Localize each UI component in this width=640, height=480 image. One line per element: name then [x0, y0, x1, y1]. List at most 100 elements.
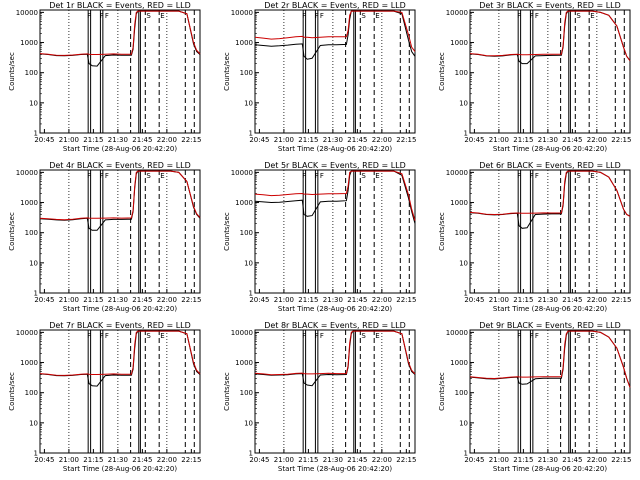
lld-series-line: [469, 10, 631, 61]
plot-frame: [39, 329, 201, 454]
event-letter: F: [105, 332, 109, 340]
event-letter: F: [530, 332, 534, 340]
lld-series-line: [39, 330, 201, 376]
lld-series-line: [39, 170, 201, 221]
y-axis-label: Counts/sec: [8, 372, 16, 411]
x-tick-label: 21:30: [323, 296, 343, 304]
x-tick-label: 21:30: [108, 456, 128, 464]
lld-series-line: [254, 170, 416, 221]
event-letter: F: [517, 12, 521, 20]
y-tick-label: 100: [455, 69, 468, 77]
event-letter: F: [535, 172, 539, 180]
event-letter: F: [302, 172, 306, 180]
lld-series-line: [469, 170, 631, 217]
lld-series-line: [39, 10, 201, 56]
y-tick-label: 10: [244, 99, 253, 107]
x-axis-label: Start Time (28-Aug-06 20:42:20): [63, 145, 177, 153]
y-tick-label: 1: [464, 290, 468, 298]
x-tick-label: 21:45: [562, 136, 582, 144]
y-tick-label: 10: [29, 99, 38, 107]
x-tick-label: 22:00: [157, 296, 177, 304]
y-tick-label: 100: [455, 389, 468, 397]
x-tick-label: 20:45: [249, 136, 269, 144]
x-tick-label: 22:15: [181, 136, 201, 144]
x-axis-label: Start Time (28-Aug-06 20:42:20): [63, 305, 177, 313]
event-letter: F: [100, 332, 104, 340]
panel-title: Det 1r BLACK = Events, RED = LLD: [49, 1, 191, 10]
y-tick-label: 10: [459, 259, 468, 267]
y-tick-label: 10: [459, 419, 468, 427]
event-letter: E: [160, 332, 164, 340]
x-axis-label: Start Time (28-Aug-06 20:42:20): [63, 465, 177, 473]
y-axis-label: Counts/sec: [438, 52, 446, 91]
x-tick-label: 20:45: [249, 456, 269, 464]
x-tick-label: 22:00: [587, 456, 607, 464]
y-axis-label: Counts/sec: [223, 372, 231, 411]
y-tick-label: 1: [34, 290, 38, 298]
x-tick-label: 21:30: [108, 136, 128, 144]
y-axis-label: Counts/sec: [8, 52, 16, 91]
x-tick-label: 21:30: [538, 296, 558, 304]
y-tick-label: 10000: [231, 9, 253, 17]
x-tick-label: 21:45: [132, 456, 152, 464]
event-letter: S: [576, 172, 581, 180]
x-tick-label: 21:15: [298, 456, 318, 464]
event-letter: F: [517, 332, 521, 340]
x-tick-label: 20:45: [249, 296, 269, 304]
y-tick-label: 100: [25, 389, 38, 397]
event-letter: S: [576, 332, 581, 340]
y-axis-label: Counts/sec: [223, 212, 231, 251]
x-axis-label: Start Time (28-Aug-06 20:42:20): [493, 145, 607, 153]
x-tick-label: 21:00: [489, 456, 509, 464]
y-tick-label: 100: [240, 69, 253, 77]
event-letter: F: [320, 12, 324, 20]
events-series-line: [469, 170, 631, 229]
event-letter: S: [361, 172, 366, 180]
x-tick-label: 21:45: [347, 296, 367, 304]
event-letter: E: [590, 172, 594, 180]
panel-title: Det 5r BLACK = Events, RED = LLD: [264, 161, 406, 170]
lld-series-line: [254, 330, 416, 376]
event-letter: F: [87, 332, 91, 340]
panel-title: Det 9r BLACK = Events, RED = LLD: [479, 321, 621, 330]
x-tick-label: 20:45: [464, 456, 484, 464]
event-letter: E: [375, 172, 379, 180]
event-letter: F: [315, 332, 319, 340]
x-tick-label: 21:15: [513, 136, 533, 144]
y-tick-label: 10000: [16, 9, 38, 17]
event-letter: E: [375, 12, 379, 20]
event-letter: S: [576, 12, 581, 20]
x-tick-label: 21:00: [59, 456, 79, 464]
x-tick-label: 21:00: [274, 296, 294, 304]
y-tick-label: 100: [25, 69, 38, 77]
x-tick-label: 21:15: [83, 136, 103, 144]
x-tick-label: 22:00: [157, 456, 177, 464]
event-letter: F: [320, 332, 324, 340]
x-tick-label: 21:15: [513, 456, 533, 464]
x-tick-label: 22:00: [372, 296, 392, 304]
event-letter: S: [146, 172, 151, 180]
event-letter: F: [100, 12, 104, 20]
x-tick-label: 21:45: [347, 136, 367, 144]
y-tick-label: 10000: [231, 169, 253, 177]
x-tick-label: 22:15: [396, 136, 416, 144]
event-letter: E: [375, 332, 379, 340]
x-tick-label: 22:15: [611, 456, 631, 464]
y-tick-label: 1000: [20, 199, 38, 207]
event-letter: E: [160, 12, 164, 20]
y-tick-label: 100: [240, 229, 253, 237]
lld-series-line: [469, 330, 631, 388]
x-axis-label: Start Time (28-Aug-06 20:42:20): [493, 305, 607, 313]
event-letter: F: [302, 12, 306, 20]
y-axis-label: Counts/sec: [438, 212, 446, 251]
event-letter: F: [100, 172, 104, 180]
plot-frame: [254, 169, 416, 294]
y-tick-label: 100: [25, 229, 38, 237]
events-series-line: [254, 170, 416, 224]
